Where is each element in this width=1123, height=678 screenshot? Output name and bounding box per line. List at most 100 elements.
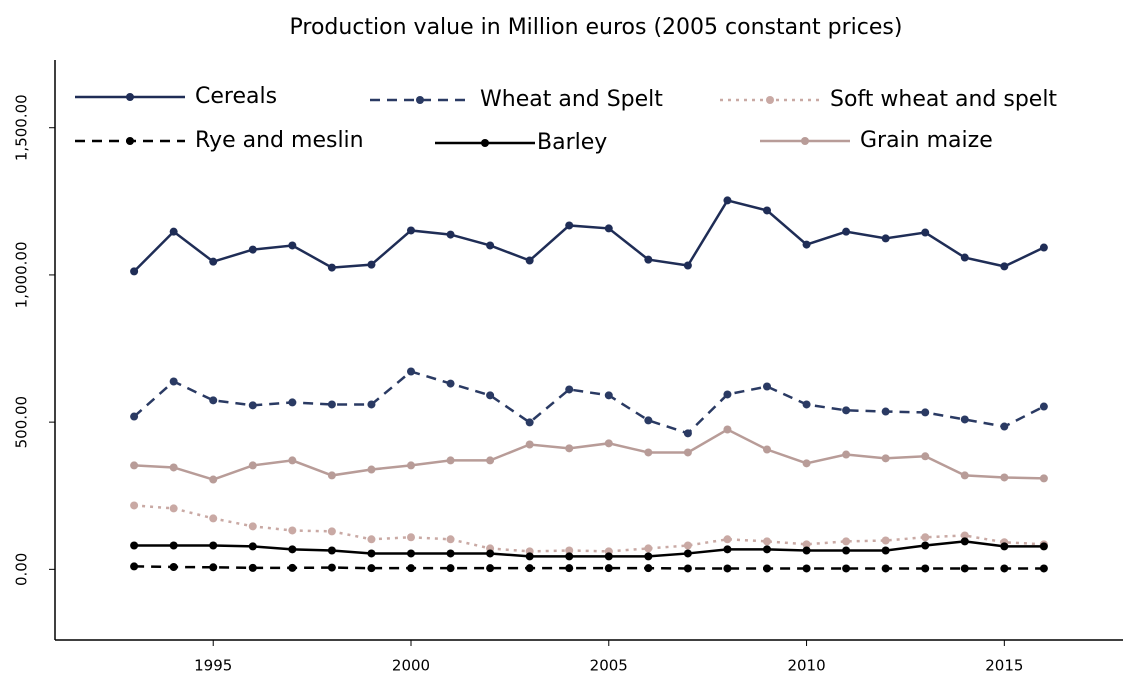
point bbox=[723, 545, 732, 554]
point bbox=[644, 448, 653, 457]
point bbox=[209, 514, 218, 523]
point bbox=[248, 461, 257, 470]
point bbox=[248, 245, 257, 254]
point bbox=[327, 400, 336, 409]
point bbox=[248, 563, 257, 572]
point bbox=[763, 537, 771, 546]
point bbox=[130, 412, 139, 421]
point bbox=[604, 224, 613, 233]
point bbox=[723, 390, 732, 399]
legend-marker bbox=[126, 137, 134, 145]
point bbox=[525, 564, 534, 573]
point bbox=[960, 471, 969, 480]
point bbox=[407, 549, 415, 558]
point bbox=[288, 526, 297, 535]
legend-label: Grain maize bbox=[860, 128, 993, 153]
point bbox=[723, 196, 732, 205]
point bbox=[644, 564, 653, 573]
point bbox=[169, 377, 178, 386]
legend-label: Cereals bbox=[195, 84, 277, 109]
point bbox=[169, 504, 178, 513]
point bbox=[486, 549, 495, 558]
point bbox=[288, 398, 297, 407]
point bbox=[525, 552, 534, 561]
point bbox=[1000, 542, 1009, 551]
point bbox=[367, 400, 376, 409]
point bbox=[367, 260, 376, 269]
y-tick-label: 500.00 bbox=[13, 396, 31, 449]
legend-marker bbox=[481, 139, 489, 147]
point bbox=[1000, 262, 1009, 271]
point bbox=[209, 541, 218, 550]
point bbox=[921, 228, 930, 237]
point bbox=[407, 461, 415, 470]
point bbox=[446, 379, 455, 388]
point bbox=[248, 401, 257, 410]
point bbox=[960, 531, 969, 540]
point bbox=[683, 541, 692, 550]
point bbox=[367, 465, 376, 474]
point bbox=[407, 564, 415, 573]
point bbox=[565, 546, 574, 555]
point bbox=[1000, 422, 1009, 431]
point bbox=[327, 546, 336, 555]
point bbox=[209, 396, 218, 405]
point bbox=[683, 448, 692, 457]
point bbox=[842, 450, 851, 459]
point bbox=[644, 552, 653, 561]
point bbox=[644, 255, 653, 264]
point bbox=[881, 454, 890, 463]
point bbox=[367, 535, 376, 544]
point bbox=[130, 501, 139, 510]
y-tick-label: 1,500.00 bbox=[13, 94, 31, 161]
point bbox=[565, 221, 574, 230]
point bbox=[683, 549, 692, 558]
point bbox=[565, 444, 574, 453]
point bbox=[1000, 564, 1009, 573]
legend-marker bbox=[126, 93, 134, 101]
point bbox=[960, 253, 969, 262]
point bbox=[763, 445, 771, 454]
point bbox=[683, 261, 692, 270]
point bbox=[486, 391, 495, 400]
point bbox=[209, 475, 218, 484]
point bbox=[327, 563, 336, 572]
legend-label: Soft wheat and spelt bbox=[830, 87, 1057, 112]
point bbox=[683, 429, 692, 438]
point bbox=[842, 564, 851, 573]
point bbox=[881, 564, 890, 573]
point bbox=[763, 382, 771, 391]
point bbox=[842, 227, 851, 236]
series-line bbox=[133, 370, 1045, 435]
point bbox=[1000, 473, 1009, 482]
point bbox=[446, 230, 455, 239]
point bbox=[169, 463, 178, 472]
legend-label: Barley bbox=[537, 130, 607, 155]
point bbox=[486, 241, 495, 250]
point bbox=[130, 541, 139, 550]
point bbox=[802, 564, 811, 573]
point bbox=[288, 456, 297, 465]
point bbox=[130, 562, 139, 571]
point bbox=[446, 535, 455, 544]
y-tick-label: 1,000.00 bbox=[13, 242, 31, 309]
point bbox=[1039, 564, 1048, 573]
point bbox=[842, 546, 851, 555]
point bbox=[802, 400, 811, 409]
point bbox=[407, 533, 415, 542]
series-line bbox=[133, 198, 1045, 273]
point bbox=[842, 406, 851, 415]
point bbox=[288, 241, 297, 250]
point bbox=[604, 439, 613, 448]
point bbox=[525, 440, 534, 449]
point bbox=[288, 563, 297, 572]
legend-label: Rye and meslin bbox=[195, 128, 364, 153]
point bbox=[644, 544, 653, 553]
point bbox=[802, 240, 811, 249]
point bbox=[327, 527, 336, 536]
point bbox=[486, 564, 495, 573]
point bbox=[209, 257, 218, 266]
point bbox=[842, 537, 851, 546]
point bbox=[921, 533, 930, 542]
